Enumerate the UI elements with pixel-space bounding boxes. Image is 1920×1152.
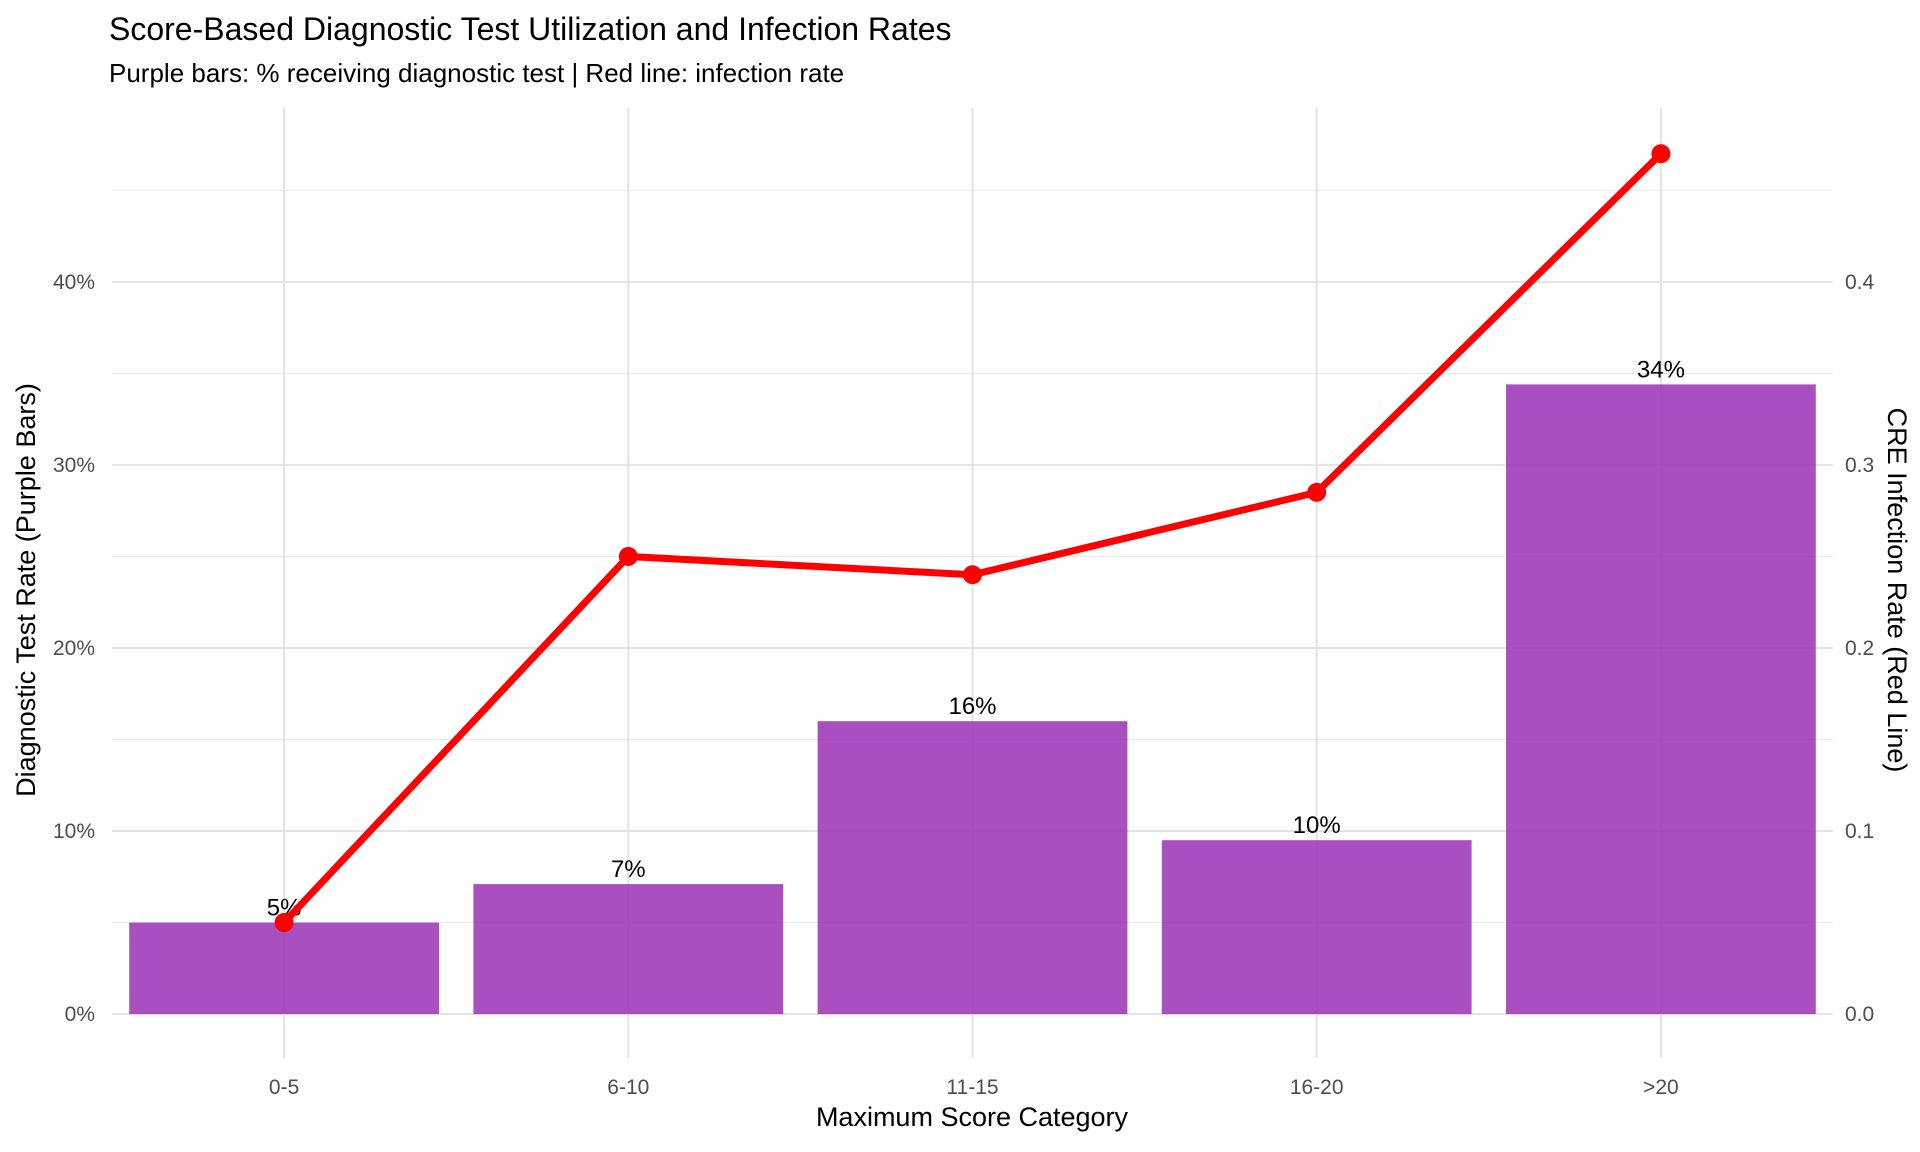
x-tick-label: 0-5 [269,1076,299,1099]
bar-value-label: 7% [611,856,646,883]
bar-labels: 5%7%16%10%34% [267,356,1685,921]
bar-16-20 [1161,840,1472,1015]
x-axis-title: Maximum Score Category [816,1102,1129,1132]
chart-title: Score-Based Diagnostic Test Utilization … [109,11,952,47]
y-tick-label: 20% [53,637,95,660]
y2-tick-label: 0.1 [1845,820,1874,843]
infection-point->20 [1651,144,1671,164]
bar-0-5 [129,922,439,1015]
infection-point-16-20 [1307,482,1327,502]
bars [129,384,1816,1015]
infection-point-11-15 [963,565,982,585]
bar-6-10 [473,884,784,1015]
y2-axis-title: CRE Infection Rate (Red Line) [1882,408,1912,773]
infection-line [274,144,1671,933]
y-axis-title: Diagnostic Test Rate (Purple Bars) [11,383,41,797]
y-axis-ticks: 0% 10% 20% 30% 40% [53,271,95,1026]
bar-value-label: 10% [1293,812,1341,839]
x-tick-label: 6-10 [607,1076,649,1099]
y2-axis-ticks: 0.0 0.1 0.2 0.3 0.4 [1845,271,1875,1026]
infection-point-6-10 [618,546,638,566]
y-tick-label: 40% [53,271,95,294]
y2-tick-label: 0.0 [1845,1003,1874,1026]
bar-value-label: 34% [1637,356,1685,383]
x-tick-label: 11-15 [946,1076,998,1099]
chart-subtitle: Purple bars: % receiving diagnostic test… [109,58,844,88]
bar-value-label: 16% [948,693,996,720]
y2-tick-label: 0.4 [1845,271,1875,294]
y-tick-label: 0% [65,1003,95,1026]
y2-tick-label: 0.2 [1845,637,1874,660]
y-tick-label: 30% [53,454,95,477]
bar-11-15 [817,721,1128,1015]
x-tick-label: >20 [1643,1076,1679,1099]
infection-point-0-5 [274,913,294,933]
bar->20 [1506,384,1816,1015]
y-tick-label: 10% [53,820,95,843]
x-axis-ticks: 0-5 6-10 11-15 16-20 >20 [269,1076,1679,1099]
x-tick-label: 16-20 [1290,1076,1344,1099]
y2-tick-label: 0.3 [1845,454,1874,477]
